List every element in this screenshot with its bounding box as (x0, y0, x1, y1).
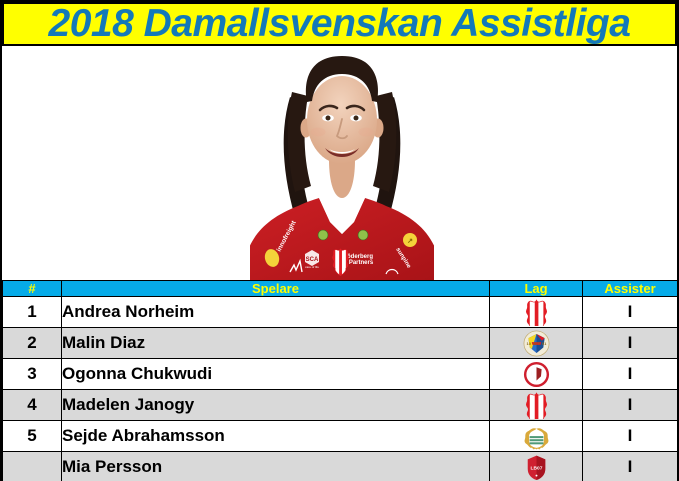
svg-text:SCA: SCA (306, 257, 319, 263)
svg-text:↗: ↗ (407, 238, 413, 245)
svg-text:care of life: care of life (305, 265, 319, 269)
